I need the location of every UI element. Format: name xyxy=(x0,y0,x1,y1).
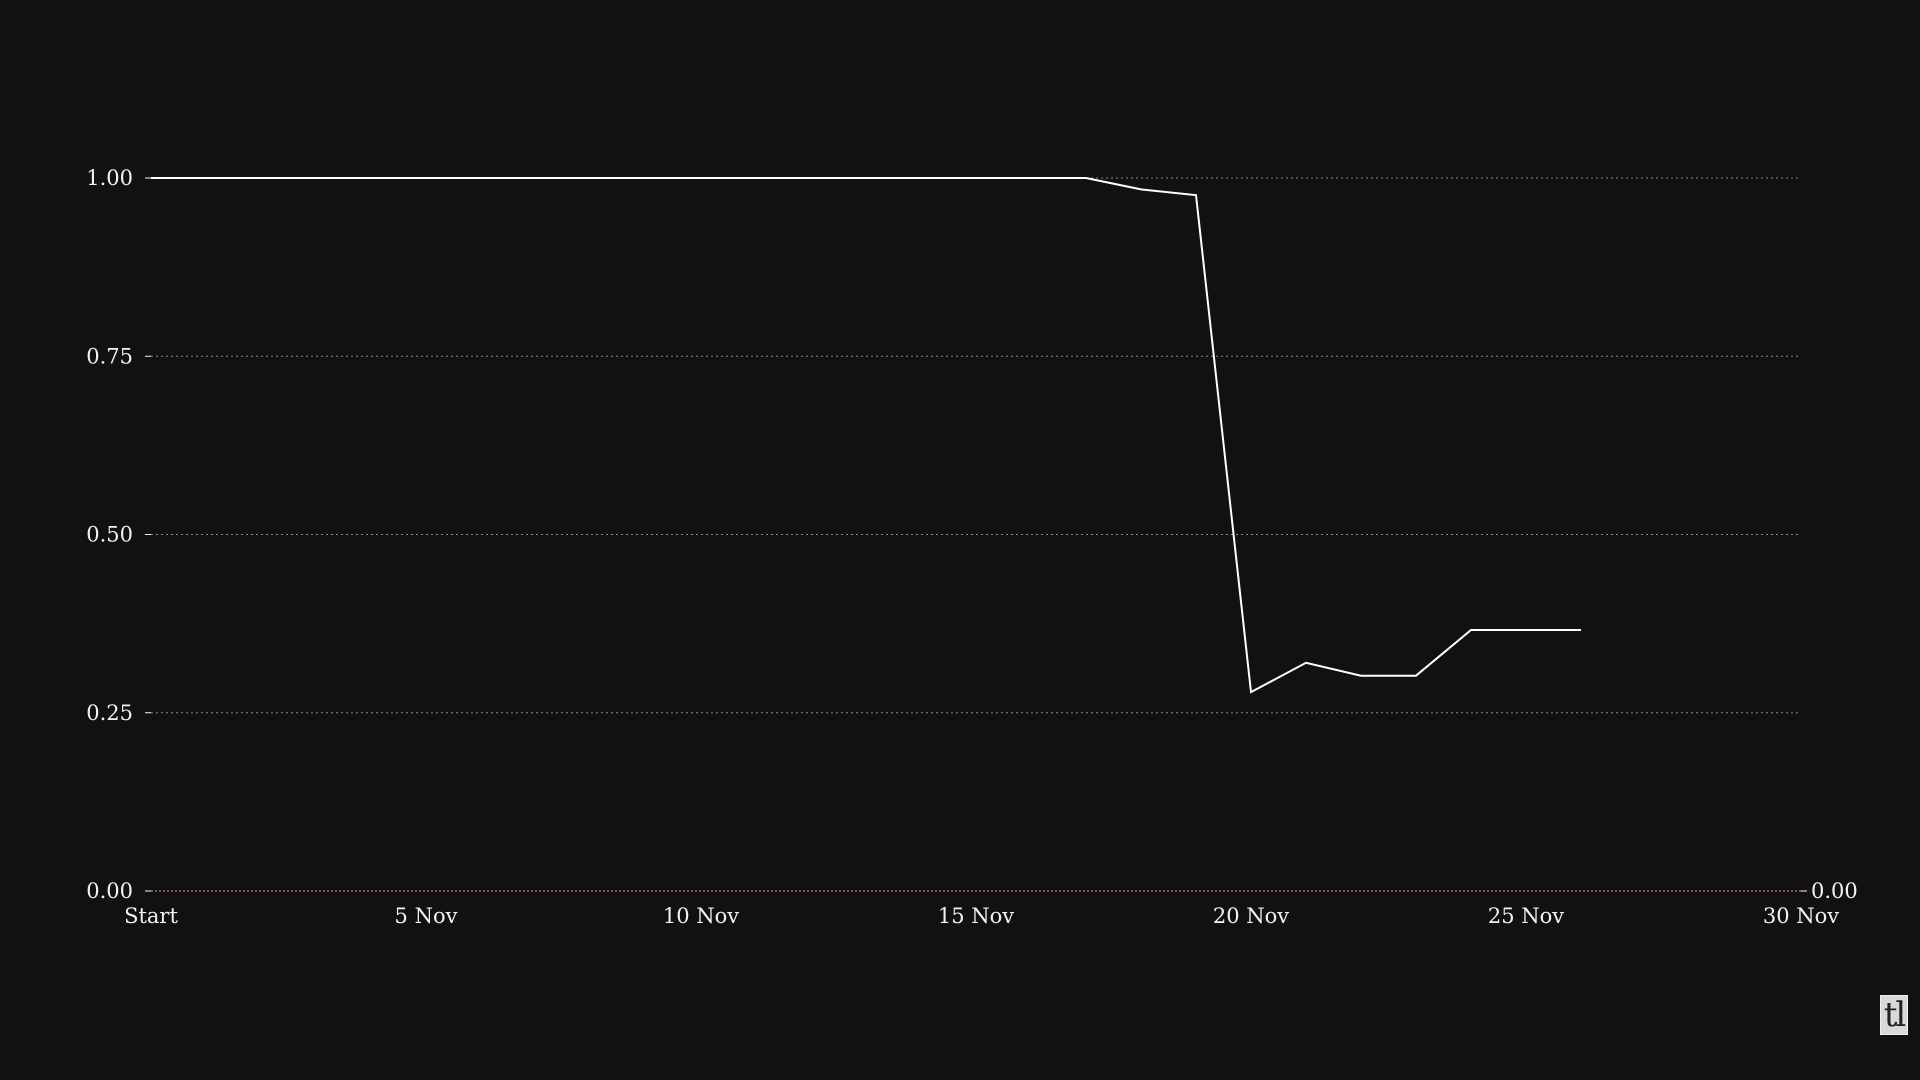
x-tick-label: 25 Nov xyxy=(1488,904,1564,928)
x-tick-label: 30 Nov xyxy=(1763,904,1839,928)
x-tick-label: 5 Nov xyxy=(395,904,458,928)
y-tick-label: 0.00 xyxy=(86,879,133,903)
y-tick-label: 1.00 xyxy=(86,166,133,190)
x-tick-label: 20 Nov xyxy=(1213,904,1289,928)
y-tick-label: 0.50 xyxy=(86,523,133,547)
series-line xyxy=(151,177,1581,694)
right-axis-label: 0.00 xyxy=(1811,879,1858,903)
logo: tl xyxy=(1880,995,1908,1035)
x-tick-label: 15 Nov xyxy=(938,904,1014,928)
x-tick-label: 10 Nov xyxy=(663,904,739,928)
y-tick-label: 0.75 xyxy=(86,344,133,368)
x-tick-label: Start xyxy=(124,904,178,928)
y-tick-label: 0.25 xyxy=(86,701,133,725)
